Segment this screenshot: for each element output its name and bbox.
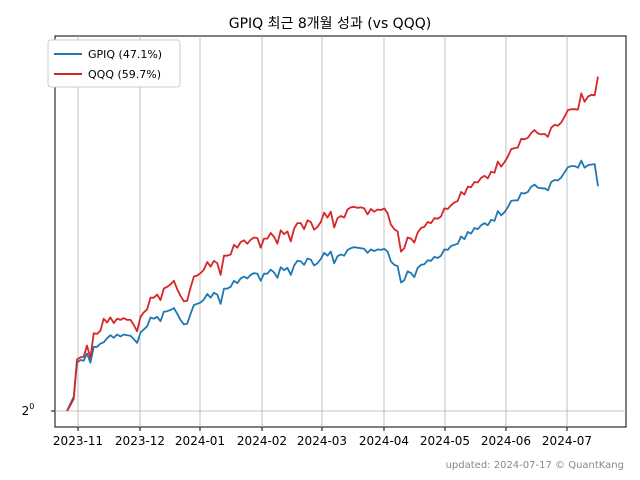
x-tick-label: 2024-07 [542,434,592,448]
x-tick-label: 2024-01 [175,434,225,448]
legend-label-gpiq: GPIQ (47.1%) [88,48,162,61]
x-axis: 2023-11 2023-12 2024-01 2024-02 2024-03 2024-… [53,427,592,448]
plot-frame [54,35,627,428]
legend-label-qqq: QQQ (59.7%) [88,68,161,81]
y-tick-label: 20 [22,402,35,418]
y-axis: 20 [22,402,55,418]
series-lines [66,76,599,412]
legend: GPIQ (47.1%) QQQ (59.7%) [47,39,181,88]
series-line-gpiq [66,159,599,412]
series-line-qqq [66,76,599,412]
footer-credit: updated: 2024-07-17 © QuantKang [446,460,624,471]
x-tick-label: 2023-12 [115,434,165,448]
legend-box [47,39,181,88]
x-tick-label: 2023-11 [53,434,103,448]
chart-title: GPIQ 최근 8개월 성과 (vs QQQ) [229,16,431,32]
x-tick-label: 2024-04 [359,434,409,448]
x-tick-label: 2024-03 [297,434,347,448]
x-tick-label: 2024-05 [420,434,470,448]
x-tick-label: 2024-06 [481,434,531,448]
grid [55,36,626,427]
x-tick-label: 2024-02 [237,434,287,448]
